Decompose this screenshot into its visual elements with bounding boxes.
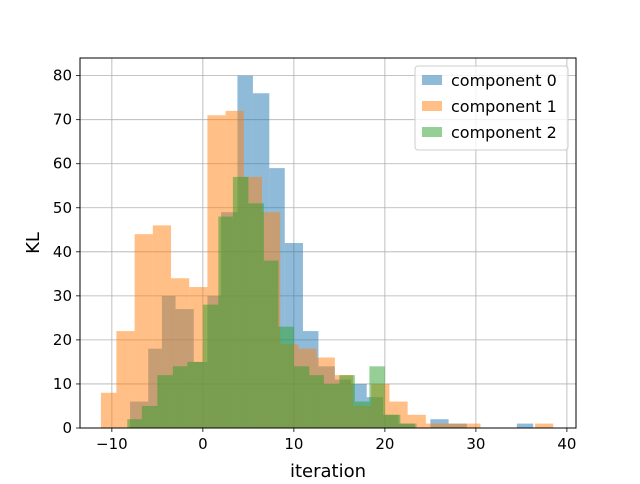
histogram-bar [127,419,142,428]
legend-swatch [422,101,442,111]
histogram-bar [516,423,534,428]
y-tick-label: 0 [62,419,72,437]
legend-label: component 0 [451,71,557,90]
y-tick-label: 30 [53,287,72,305]
histogram-bar [116,331,135,428]
histogram-bar [157,375,173,428]
histogram-bar [100,392,117,428]
histogram-bar [462,423,481,428]
y-axis-label: KL [23,232,44,254]
histogram-bar [425,423,445,428]
x-tick-label: −10 [96,435,128,453]
x-axis-ticks: −10 0 10 20 30 40 [96,428,576,453]
histogram-bar [202,304,219,428]
histogram-bar [187,361,203,428]
y-tick-label: 80 [53,67,72,85]
histogram-bar [232,176,249,428]
legend-swatch [422,127,442,137]
histogram-bar [134,234,153,428]
histogram-bar [248,203,264,428]
legend-box [414,65,569,151]
histogram-bar [354,401,370,428]
plot-area-frame [79,57,577,429]
histogram-bar [339,375,355,428]
histogram-bar [369,366,385,428]
histogram-bar [309,375,324,428]
x-tick-label: 10 [284,435,303,453]
x-tick-label: 40 [557,435,576,453]
histogram-bars [100,75,554,428]
histogram-bar [400,423,415,428]
x-tick-label: 30 [466,435,485,453]
histogram-bar [293,366,310,428]
legend-swatch [422,75,442,85]
series-2-bars [127,176,415,428]
histogram-bar [535,423,554,428]
histogram-bar [141,405,158,428]
histogram-bar [278,326,294,428]
histogram-bar [172,366,188,428]
y-tick-label: 50 [53,199,72,217]
histogram-bar [384,414,401,428]
histogram-bar [444,423,463,428]
legend-label: component 1 [451,97,557,116]
histogram-bar [323,383,340,428]
y-tick-label: 10 [53,375,72,393]
histogram-bar [218,216,233,428]
x-tick-label: 20 [375,435,394,453]
y-tick-label: 20 [53,331,72,349]
legend: component 0 component 1 component 2 [414,65,569,151]
y-tick-label: 70 [53,111,72,129]
legend-label: component 2 [451,123,557,142]
x-axis-label: iteration [290,461,366,480]
y-tick-label: 40 [53,243,72,261]
x-tick-label: 0 [198,435,208,453]
y-tick-label: 60 [53,155,72,173]
histogram-bar [263,260,279,428]
y-axis-ticks: 0 10 20 30 40 50 60 70 80 [53,67,80,437]
